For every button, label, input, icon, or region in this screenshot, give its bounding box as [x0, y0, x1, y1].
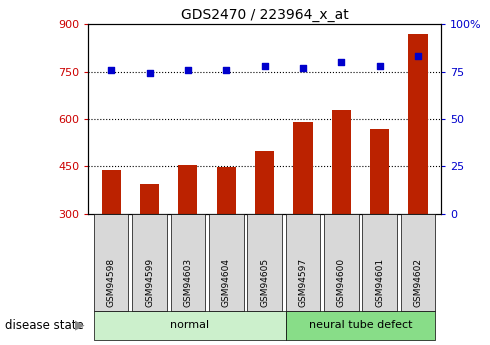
Bar	[255, 151, 274, 309]
Bar	[370, 129, 389, 309]
Bar	[217, 167, 236, 309]
Bar	[332, 109, 351, 309]
Text: neural tube defect: neural tube defect	[309, 320, 412, 330]
Point	[146, 71, 153, 76]
Text: GSM94597: GSM94597	[298, 258, 307, 307]
Bar	[178, 165, 197, 309]
Text: normal: normal	[170, 320, 209, 330]
Bar	[294, 122, 313, 309]
Bar	[101, 170, 121, 309]
Point	[107, 67, 115, 72]
Text: GSM94602: GSM94602	[414, 258, 422, 307]
Point	[261, 63, 269, 69]
Text: GSM94601: GSM94601	[375, 258, 384, 307]
Title: GDS2470 / 223964_x_at: GDS2470 / 223964_x_at	[181, 8, 348, 22]
Text: GSM94605: GSM94605	[260, 258, 269, 307]
Point	[338, 59, 345, 65]
Point	[414, 53, 422, 59]
Text: GSM94599: GSM94599	[145, 258, 154, 307]
Bar	[408, 33, 428, 309]
Text: GSM94598: GSM94598	[107, 258, 116, 307]
Point	[184, 67, 192, 72]
Point	[376, 63, 384, 69]
Text: GSM94603: GSM94603	[183, 258, 193, 307]
Point	[222, 67, 230, 72]
Bar	[140, 185, 159, 309]
Text: GSM94604: GSM94604	[222, 258, 231, 307]
Text: disease state: disease state	[5, 319, 84, 332]
Text: ▶: ▶	[74, 319, 84, 332]
Text: GSM94600: GSM94600	[337, 258, 346, 307]
Point	[299, 65, 307, 70]
